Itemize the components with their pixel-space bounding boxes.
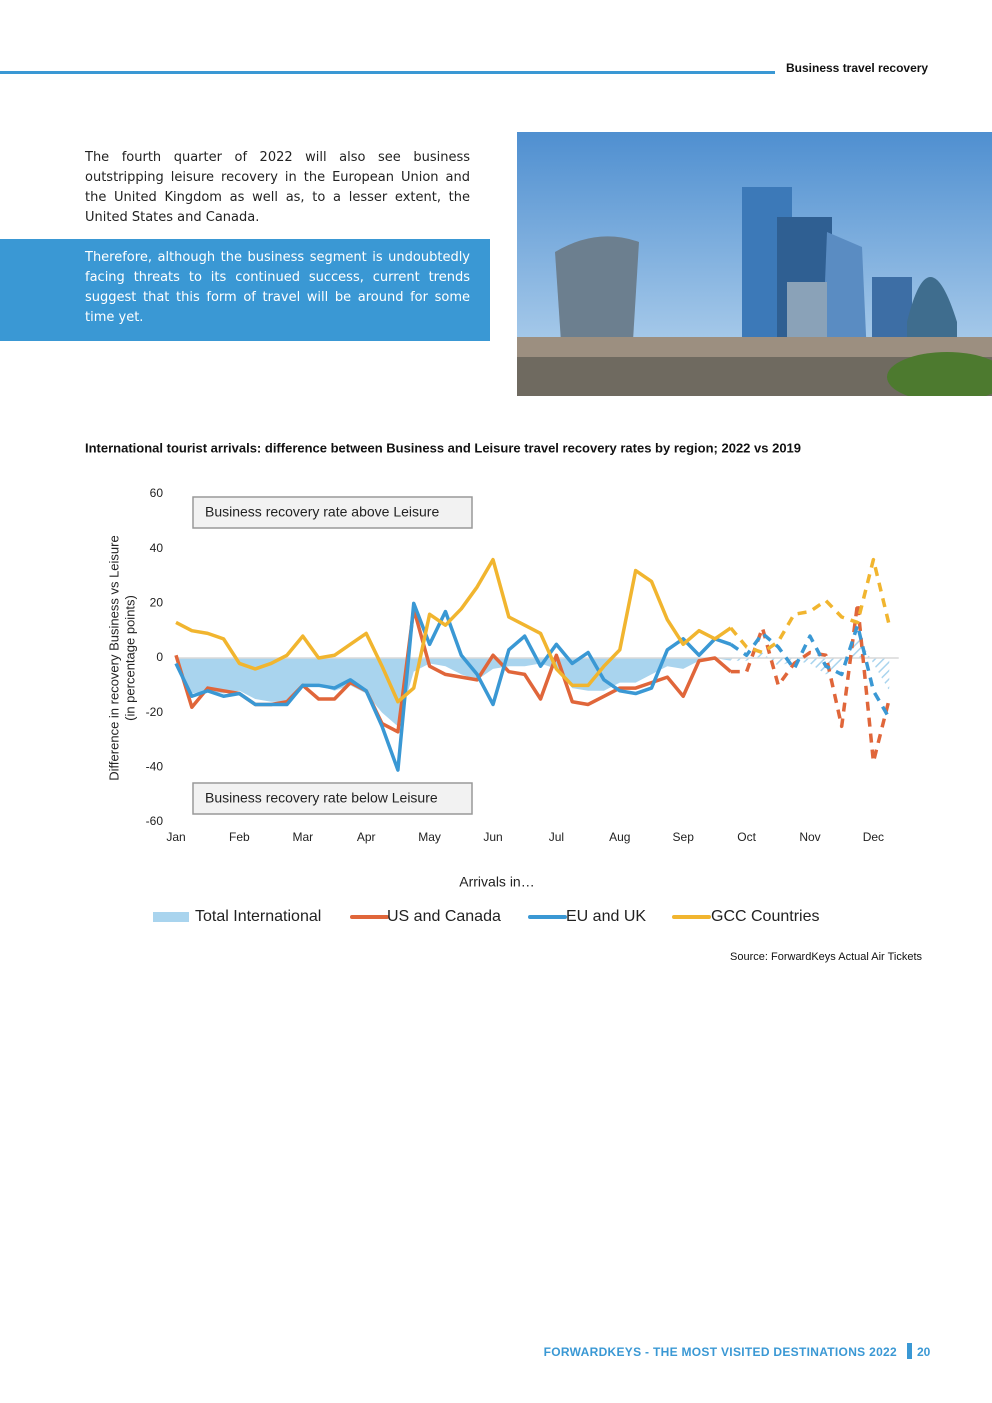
annotation-box [192,782,473,815]
y-tick-label: -60 [146,814,164,828]
paragraph-highlight: Therefore, although the business segment… [85,250,470,325]
x-tick-label: Mar [292,830,313,844]
annotation: Business recovery rate above Leisure [205,504,439,520]
paragraph: The fourth quarter of 2022 will also see… [85,150,470,225]
x-tick-label: Dec [863,830,884,844]
x-tick-label: Nov [799,830,820,844]
y-tick-label: -20 [146,705,164,719]
legend-label: Total International [195,908,321,925]
y-tick-label: 40 [150,541,164,555]
legend-label: EU and UK [566,908,646,925]
footer-title: FORWARDKEYS - THE MOST VISITED DESTINATI… [543,1345,897,1359]
x-tick-label: Apr [357,830,376,844]
header-rule [0,71,775,74]
y-axis-label: Difference in recovery Business vs Leisu… [106,535,121,780]
series-area [176,658,731,727]
y-tick-label: 20 [150,596,164,610]
x-tick-label: Oct [737,830,756,844]
legend-swatch [153,912,189,922]
x-axis-label: Arrivals in… [459,874,534,890]
page-number: 20 [917,1345,931,1359]
x-tick-label: Sep [673,830,695,844]
source: Source: ForwardKeys Actual Air Tickets [730,951,922,963]
series-line [729,557,891,655]
annotation-box [192,496,473,529]
chart: International tourist arrivals: differen… [85,440,922,963]
y-axis-label: (in percentage points) [122,595,137,721]
series-line [175,557,732,704]
series-line [174,601,732,772]
annotation: Business recovery rate below Leisure [205,790,438,806]
legend-label: GCC Countries [711,908,819,925]
chart-title: International tourist arrivals: differen… [85,440,801,455]
x-tick-label: Jun [483,830,502,844]
x-tick-label: Jul [549,830,564,844]
skyline-photo [517,132,992,396]
x-tick-label: Feb [229,830,250,844]
legend-label: US and Canada [387,908,501,925]
x-tick-label: Aug [609,830,630,844]
x-tick-label: May [418,830,441,844]
y-tick-label: 60 [150,486,164,500]
footer-bar [907,1343,912,1359]
y-tick-label: 0 [156,650,163,664]
series-line [730,601,891,764]
x-tick-label: Jan [166,830,185,844]
series-line [729,623,891,720]
highlight-box [0,239,490,341]
y-tick-label: -40 [146,760,164,774]
section-title: Business travel recovery [786,61,929,75]
